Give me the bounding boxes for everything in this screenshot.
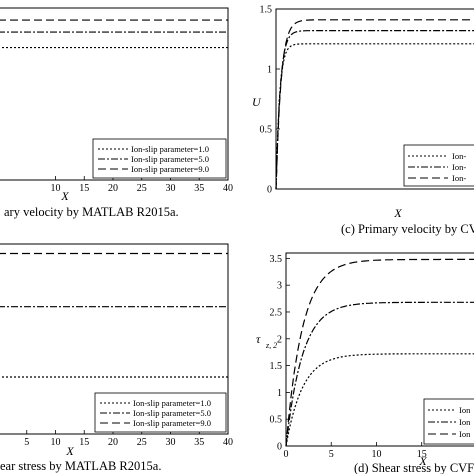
panel-d-y-tick-label: 2 (277, 334, 282, 345)
panel-d-y-tick-label: 0 (277, 442, 282, 453)
panel-d-legend: Ion Ion Ion (423, 398, 474, 445)
panel-b-x-tick-label: 15 (79, 437, 89, 448)
panel-b: 5 10 15 20 25 30 35 40 X Ion-slip parameter=1.0… (0, 243, 233, 473)
panel-a-x-tick-label: 20 (108, 183, 118, 194)
panel-b-x-tick-label: 5 (24, 437, 29, 448)
panel-d-y-tick-label: 3.5 (270, 254, 283, 265)
panel-b-legend-label-2: Ion-slip parameter=9.0 (133, 418, 211, 428)
panel-d-y-label-sub: z, 2 (265, 341, 277, 350)
panel-b-x-tick-label: 30 (166, 437, 176, 448)
panel-a-caption: ary velocity by MATLAB R2015a. (4, 205, 179, 219)
panel-b-legend-label-0: Ion-slip parameter=1.0 (133, 398, 211, 408)
panel-c-y-tick-label: 0 (267, 185, 272, 196)
panel-c-y-ticks: 0 0.5 1 1.5 (260, 5, 280, 196)
panel-a-legend-label-0: Ion-slip parameter=1.0 (131, 144, 209, 154)
panel-c-series-1 (275, 30, 474, 190)
panel-d: 00.511.522.533.5 0 5 10 15 τ z, 2 X IonIonI… (256, 252, 474, 474)
panel-c-legend-box (403, 144, 474, 187)
panel-d-y-tick-label: 2.5 (270, 307, 283, 318)
panel-a-lines (0, 19, 228, 49)
panel-d-y-tick-label: 3 (277, 281, 282, 292)
panel-b-x-ticks: 5 10 15 20 25 30 35 40 (24, 430, 233, 448)
panel-c-lines (275, 19, 474, 190)
panel-d-y-tick-label: 1 (277, 388, 282, 399)
panel-c-legend-label-2: Ion- (452, 173, 466, 183)
panel-d-x-tick-label: 15 (417, 449, 427, 460)
panel-c-frame (275, 8, 474, 190)
panel-d-lines (285, 258, 474, 447)
panel-d-series-1 (285, 301, 474, 447)
panel-a-x-label: X (60, 189, 69, 203)
panel-c-legend-label-1: Ion- (452, 162, 466, 172)
panel-d-legend-label-2: Ion (459, 429, 471, 439)
panel-a-x-tick-label: 25 (137, 183, 147, 194)
panel-a-x-tick-label: 30 (166, 183, 176, 194)
panel-c: 00.511.5 U X Ion-Ion-Ion- (c) Primary ve… (252, 5, 474, 236)
panel-c-y-tick-label: 0.5 (260, 125, 273, 136)
panel-b-x-label: X (65, 444, 74, 458)
panel-c-caption: (c) Primary velocity by CVF (341, 222, 474, 236)
panel-d-series-0 (285, 353, 474, 447)
panel-d-x-tick-label: 5 (329, 449, 334, 460)
panel-b-x-tick-label: 35 (194, 437, 204, 448)
panel-c-legend: Ion-Ion-Ion- (403, 144, 474, 187)
panel-d-caption: (d) Shear stress by CVF 6 (354, 461, 474, 474)
panel-d-y-tick-label: 1.5 (270, 361, 283, 372)
panel-a-x-tick-label: 15 (79, 183, 89, 194)
panel-c-series-2 (275, 19, 474, 190)
panel-b-legend-label-1: Ion-slip parameter=5.0 (133, 408, 211, 418)
panel-c-y-label: U (252, 95, 262, 109)
panel-d-x-tick-label: 10 (371, 449, 381, 460)
panel-d-x-ticks: 0 5 10 15 (284, 442, 427, 460)
panel-a-x-tick-label: 40 (223, 183, 233, 194)
panel-a-x-tick-label: 35 (194, 183, 204, 194)
panel-c-y-tick-label: 1 (267, 65, 272, 76)
panel-c-legend-label-0: Ion- (452, 151, 466, 161)
panel-b-x-tick-label: 25 (137, 437, 147, 448)
panel-b-x-tick-label: 40 (223, 437, 233, 448)
panel-d-x-label: X (418, 454, 427, 468)
panel-a-x-ticks: 10 15 20 25 30 35 40 (51, 176, 233, 194)
panel-a-x-tick-label: 10 (51, 183, 61, 194)
panel-b-x-tick-label: 20 (108, 437, 118, 448)
panel-c-x-label: X (393, 206, 402, 220)
panel-b-lines (0, 252, 228, 378)
panel-d-y-label: τ (256, 332, 261, 346)
panel-d-legend-label-1: Ion (459, 417, 471, 427)
panel-a: 10 15 20 25 30 35 40 X Ion-slip parameter=1.0I… (0, 7, 233, 219)
panel-d-series-2 (285, 258, 474, 447)
panel-c-series-0 (275, 43, 474, 190)
panel-a-legend-label-1: Ion-slip parameter=5.0 (131, 154, 209, 164)
panel-b-caption: ear stress by MATLAB R2015a. (0, 459, 161, 473)
panel-b-x-tick-label: 10 (51, 437, 61, 448)
panel-d-y-ticks: 0 0.5 1 1.5 2 2.5 3 3.5 (270, 254, 290, 453)
panel-d-y-tick-label: 0.5 (270, 415, 283, 426)
panel-d-legend-label-0: Ion (459, 405, 471, 415)
panel-d-x-tick-label: 0 (284, 449, 289, 460)
panel-a-legend-label-2: Ion-slip parameter=9.0 (131, 164, 209, 174)
panel-c-y-tick-label: 1.5 (260, 5, 273, 16)
panel-d-frame (285, 252, 474, 447)
